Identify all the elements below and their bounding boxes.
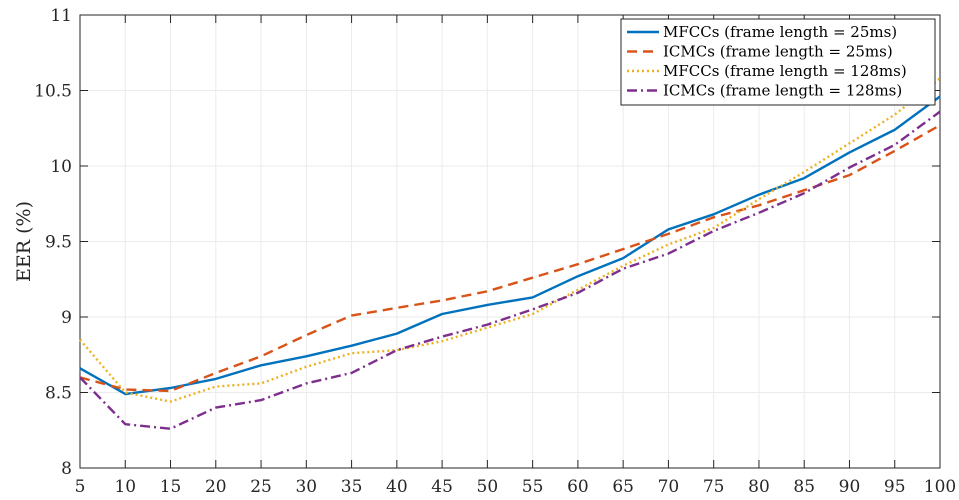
y-axis-label: EER (%) bbox=[13, 201, 35, 282]
x-tick-label: 45 bbox=[431, 477, 453, 497]
legend: MFCCs (frame length = 25ms) ICMCs (frame … bbox=[620, 18, 936, 106]
x-tick-label: 65 bbox=[612, 477, 634, 497]
x-tick-label: 75 bbox=[703, 477, 725, 497]
series-line-1 bbox=[79, 95, 941, 396]
x-tick-label: 85 bbox=[793, 477, 815, 497]
legend-label-1: MFCCs (frame length = 25ms) bbox=[663, 23, 897, 41]
x-tick-label: 60 bbox=[567, 477, 589, 497]
x-tick-label: 30 bbox=[295, 477, 317, 497]
series-lines bbox=[79, 77, 941, 430]
series-line-4 bbox=[79, 110, 941, 430]
y-tick-label: 10.5 bbox=[34, 82, 72, 102]
x-tick-label: 70 bbox=[658, 477, 680, 497]
y-axis-tick-labels: 8 8.5 9 9.5 10 10.5 11 bbox=[34, 6, 72, 479]
y-tick-label: 8.5 bbox=[45, 384, 72, 404]
x-tick-label: 50 bbox=[477, 477, 499, 497]
x-tick-label: 10 bbox=[114, 477, 136, 497]
series-line-2 bbox=[79, 124, 941, 393]
x-tick-label: 100 bbox=[924, 477, 956, 497]
x-axis-tick-labels: 5 10 15 20 25 30 35 40 45 50 55 60 65 70 75 80 85 90 95 100 bbox=[75, 477, 957, 497]
x-tick-label: 35 bbox=[341, 477, 363, 497]
series-line-3 bbox=[79, 77, 941, 403]
y-tick-label: 11 bbox=[50, 6, 72, 26]
legend-label-2: ICMCs (frame length = 25ms) bbox=[663, 43, 893, 61]
x-tick-label: 80 bbox=[748, 477, 770, 497]
legend-box bbox=[620, 18, 936, 106]
x-tick-label: 25 bbox=[250, 477, 272, 497]
legend-label-4: ICMCs (frame length = 128ms) bbox=[663, 82, 902, 100]
x-tick-label: 20 bbox=[205, 477, 227, 497]
x-tick-label: 5 bbox=[75, 477, 86, 497]
legend-label-3: MFCCs (frame length = 128ms) bbox=[663, 62, 907, 80]
y-tick-label: 9.5 bbox=[45, 233, 72, 253]
y-tick-label: 9 bbox=[61, 308, 72, 328]
x-tick-label: 55 bbox=[522, 477, 544, 497]
y-tick-label: 10 bbox=[50, 157, 72, 177]
x-tick-label: 40 bbox=[386, 477, 408, 497]
grid-lines bbox=[79, 14, 941, 469]
x-tick-label: 95 bbox=[884, 477, 906, 497]
x-tick-label: 90 bbox=[839, 477, 861, 497]
x-tick-label: 15 bbox=[160, 477, 182, 497]
y-tick-label: 8 bbox=[61, 459, 72, 479]
